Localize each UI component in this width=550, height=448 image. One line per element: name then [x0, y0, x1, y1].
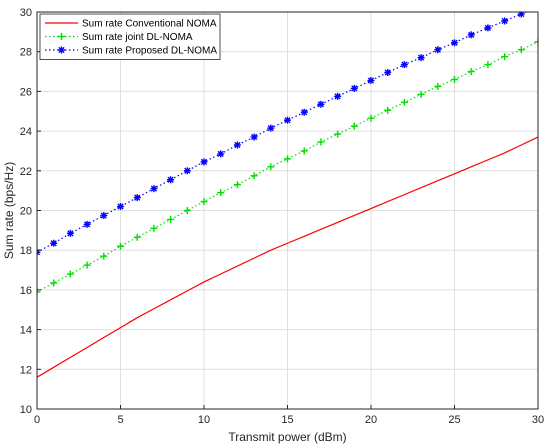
data-point: [267, 124, 275, 132]
data-point: [534, 38, 538, 46]
x-tick-label: 15: [281, 414, 293, 426]
data-point: [66, 229, 74, 237]
data-point: [384, 69, 392, 77]
data-point: [167, 215, 175, 223]
data-point: [484, 61, 492, 69]
data-point: [83, 220, 91, 228]
data-point: [83, 261, 91, 269]
data-point: [451, 75, 458, 83]
data-point: [117, 242, 124, 250]
data-point: [150, 224, 158, 232]
data-point: [217, 150, 225, 158]
data-point: [133, 194, 141, 202]
data-point: [284, 116, 291, 124]
data-point: [117, 203, 124, 211]
y-tick-label: 30: [20, 7, 32, 19]
data-point: [200, 198, 208, 206]
y-tick-label: 18: [20, 245, 32, 257]
y-tick-label: 16: [20, 285, 32, 297]
y-tick-label: 20: [20, 206, 32, 218]
data-point: [183, 167, 191, 175]
legend-entry: Sum rate Proposed DL-NOMA: [82, 46, 217, 57]
data-point: [317, 138, 325, 146]
data-point: [300, 147, 308, 155]
data-point: [250, 133, 258, 141]
x-tick-label: 30: [532, 414, 544, 426]
y-tick-label: 26: [20, 86, 32, 98]
data-point: [183, 207, 191, 214]
x-axis-label: Transmit power (dBm): [228, 430, 346, 444]
legend-entry: Sum rate joint DL-NOMA: [82, 32, 193, 43]
legend-entry: Sum rate Conventional NOMA: [82, 19, 217, 30]
data-point: [501, 53, 509, 61]
y-tick-label: 12: [20, 364, 32, 376]
data-point: [50, 239, 58, 247]
data-point: [484, 24, 492, 32]
data-point: [217, 189, 225, 197]
x-tick-label: 5: [117, 414, 123, 426]
x-tick-label: 25: [448, 414, 460, 426]
data-point: [233, 141, 241, 149]
data-point: [434, 46, 442, 54]
y-tick-label: 28: [20, 47, 32, 59]
data-point: [233, 181, 241, 189]
series-layer: [37, 12, 538, 378]
data-point: [267, 163, 275, 171]
data-point: [501, 17, 509, 25]
data-point: [37, 288, 41, 296]
data-point: [167, 176, 175, 184]
data-point: [133, 233, 141, 241]
x-tick-label: 0: [34, 414, 40, 426]
data-point: [400, 61, 408, 69]
x-tick-label: 20: [365, 414, 377, 426]
data-point: [300, 108, 308, 116]
data-point: [517, 46, 525, 54]
legend-marker: [58, 46, 65, 54]
data-point: [334, 130, 342, 138]
data-point: [350, 84, 358, 92]
data-point: [250, 172, 258, 180]
legend-marker: [58, 33, 65, 40]
data-point: [100, 252, 108, 260]
x-tick-label: 10: [198, 414, 210, 426]
y-tick-label: 22: [20, 166, 32, 178]
data-point: [334, 92, 342, 100]
data-point: [317, 100, 325, 108]
data-point: [66, 270, 74, 278]
data-point: [100, 211, 108, 219]
series-line-0: [37, 136, 538, 378]
data-point: [200, 158, 208, 166]
series-group: [37, 12, 538, 378]
data-point: [467, 31, 475, 39]
tick-labels: 0 5 10 15 20 25 30 10 12 14 16 18 20 22 24 26 28 30: [20, 7, 544, 426]
y-tick-label: 10: [20, 404, 32, 416]
legend: Sum rate Conventional NOMA Sum rate joint…: [39, 13, 221, 60]
data-point: [384, 106, 392, 114]
y-axis-label: Sum rate (bps/Hz): [2, 162, 16, 259]
data-point: [150, 185, 158, 193]
y-tick-label: 14: [20, 325, 32, 337]
data-point: [367, 76, 375, 84]
data-point: [367, 114, 375, 122]
data-point: [467, 68, 475, 76]
data-point: [350, 122, 358, 130]
data-point: [284, 155, 291, 163]
data-point: [400, 98, 408, 106]
data-point: [434, 82, 442, 90]
data-point: [417, 90, 425, 98]
data-point: [451, 39, 458, 47]
data-point: [417, 54, 425, 62]
data-point: [50, 279, 58, 287]
y-tick-label: 24: [20, 126, 32, 138]
